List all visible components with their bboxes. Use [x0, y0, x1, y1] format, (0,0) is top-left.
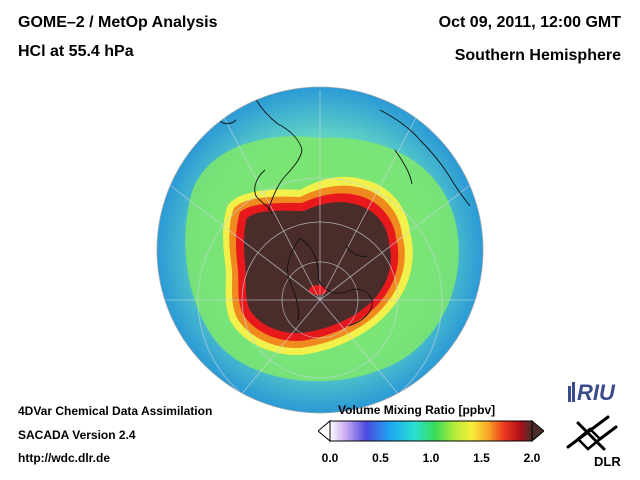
region-label: Southern Hemisphere [454, 47, 621, 64]
riu-logo-text: RIU [577, 380, 616, 405]
footer-version: SACADA Version 2.4 [18, 428, 136, 442]
map-title: GOME–2 / MetOp Analysis [18, 14, 218, 31]
colorbar-min-arrow [318, 419, 331, 443]
colorbar-tick: 1.0 [422, 451, 440, 465]
riu-logo: RIU [568, 380, 616, 405]
colorbar-title: Volume Mixing Ratio [ppbv] [338, 403, 496, 417]
date-label: Oct 09, 2011, 12:00 GMT [438, 14, 621, 31]
dlr-logo-text: DLR [594, 454, 621, 469]
map-subtitle: HCl at 55.4 hPa [18, 43, 134, 60]
colorbar-tick: 0.0 [321, 451, 339, 465]
colorbar-tick: 0.5 [372, 451, 389, 465]
coastlines [214, 97, 471, 327]
colorbar-tick: 2.0 [523, 451, 541, 465]
globe-outline [156, 86, 484, 414]
footer-url: http://wdc.dlr.de [18, 451, 110, 465]
colorbar-gradient [329, 420, 533, 442]
graticule [157, 90, 483, 413]
colorbar-max-arrow [531, 419, 544, 443]
colorbar-tick: 1.5 [473, 451, 490, 465]
dlr-logo: DLR [566, 415, 621, 469]
footer-method: 4DVar Chemical Data Assimilation [18, 404, 213, 418]
colorbar [318, 419, 544, 443]
